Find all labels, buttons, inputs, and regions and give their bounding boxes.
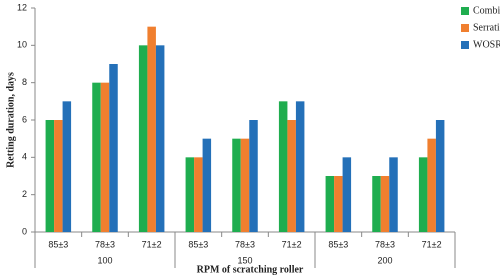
legend-label: Serration [473, 22, 500, 33]
bar [45, 120, 55, 232]
bar [92, 82, 101, 233]
bar [232, 138, 241, 232]
x-tick-label: 71±2 [422, 239, 442, 249]
bar [194, 157, 203, 232]
y-tick-label: 6 [22, 114, 27, 124]
y-tick-label: 4 [22, 152, 27, 162]
x-tick-label: 78±3 [375, 239, 395, 249]
y-tick-label: 2 [22, 189, 27, 199]
bar [418, 157, 428, 232]
bar [380, 176, 390, 232]
bar [435, 120, 445, 232]
x-group-label: 200 [377, 255, 392, 265]
x-tick-label: 85±3 [48, 239, 68, 249]
legend-swatch [461, 7, 469, 15]
y-tick-label: 10 [17, 40, 27, 50]
y-tick-label: 8 [22, 77, 27, 87]
x-axis-title: RPM of scratching roller [197, 264, 304, 275]
bar [325, 176, 335, 232]
y-tick-label: 0 [22, 226, 27, 236]
y-axis-title: Retting duration, days [5, 72, 16, 168]
x-tick-label: 85±3 [328, 239, 348, 249]
bar [62, 101, 72, 232]
bar [185, 157, 195, 232]
x-group-label: 100 [97, 255, 112, 265]
y-tick-label: 12 [17, 2, 27, 12]
bar [342, 157, 352, 232]
bar [389, 157, 398, 232]
bar [295, 101, 305, 232]
x-tick-label: 71±2 [282, 239, 302, 249]
bar [100, 82, 110, 233]
bar [138, 45, 148, 233]
x-tick-label: 71±2 [142, 239, 162, 249]
legend-label: WOSR [473, 39, 500, 50]
bar [334, 176, 343, 232]
legend-swatch [461, 41, 469, 49]
bar [147, 26, 156, 232]
bar [287, 120, 296, 232]
bar [109, 64, 118, 232]
bar [249, 120, 258, 232]
bar [54, 120, 63, 232]
legend-swatch [461, 24, 469, 32]
x-tick-label: 78±3 [235, 239, 255, 249]
bar [155, 45, 165, 233]
bar [240, 138, 250, 232]
x-tick-label: 85±3 [188, 239, 208, 249]
bar [278, 101, 288, 232]
x-group-label: 150 [237, 255, 252, 265]
x-tick-label: 78±3 [95, 239, 115, 249]
bar [372, 176, 381, 232]
bar [202, 138, 212, 232]
legend-label: Combing [473, 5, 500, 16]
bar [427, 138, 436, 232]
